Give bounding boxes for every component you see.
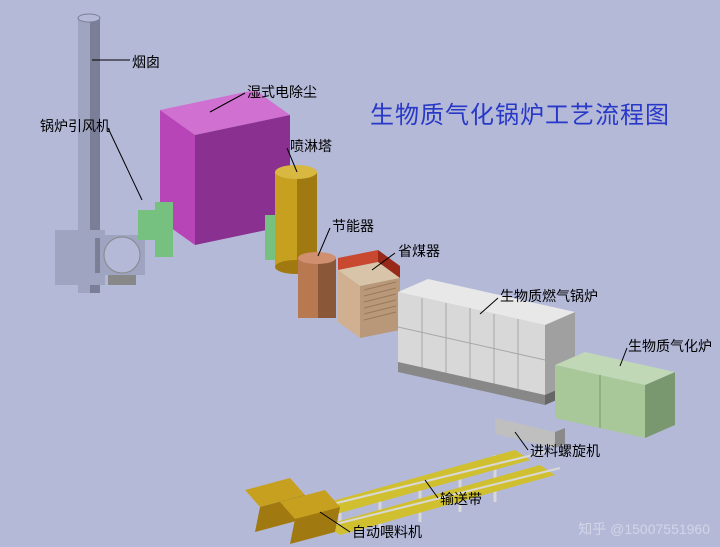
fan-shape: [100, 210, 156, 285]
auto-feeder-shape: [245, 478, 340, 544]
label-auto-feeder: 自动喂料机: [352, 522, 422, 542]
label-precipitator: 湿式电除尘: [247, 82, 317, 102]
label-economizer: 省煤器: [398, 241, 440, 261]
diagram-title: 生物质气化锅炉工艺流程图: [370, 95, 670, 130]
conveyor-shape: [300, 450, 560, 535]
label-screw-feeder: 进料螺旋机: [530, 441, 600, 461]
energy-saver-shape: [298, 252, 336, 318]
gasifier-shape: [555, 352, 675, 438]
label-fan: 锅炉引风机: [40, 116, 110, 136]
label-energy-saver: 节能器: [332, 216, 374, 236]
diagram-canvas: 生物质气化锅炉工艺流程图 烟囱 锅炉引风机 湿式电除尘 喷淋塔 节能器 省煤器 …: [0, 0, 720, 547]
economizer-shape: [338, 250, 400, 338]
label-chimney: 烟囱: [132, 52, 160, 72]
label-gasifier: 生物质气化炉: [628, 336, 712, 356]
precipitator-shape: [155, 90, 290, 260]
watermark: 知乎 @15007551960: [578, 519, 710, 539]
equipment-svg: [0, 0, 720, 547]
label-conveyor: 输送带: [440, 489, 482, 509]
label-spray-tower: 喷淋塔: [290, 136, 332, 156]
label-gas-boiler: 生物质燃气锅炉: [500, 286, 598, 306]
